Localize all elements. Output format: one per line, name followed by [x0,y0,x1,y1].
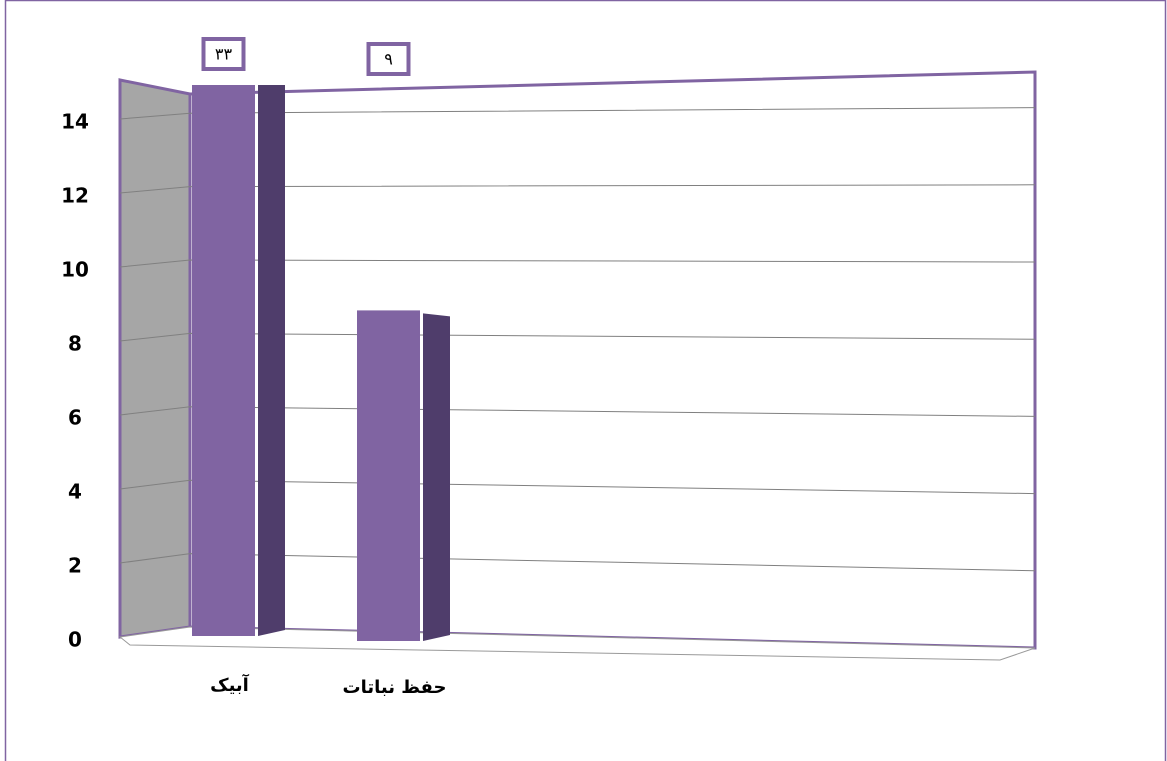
grid-line [119,406,1036,417]
x-tick-label: حفظ نباتات [343,677,447,698]
bar [192,85,255,636]
y-tick-label: 8 [68,332,82,356]
floor [118,626,1036,661]
y-tick-label: 0 [68,628,82,652]
side-wall [118,78,192,639]
grid-line [119,107,1036,120]
y-tick-label: 2 [68,554,82,578]
y-tick-label: 4 [68,480,82,504]
value-label-box [366,42,411,76]
value-label: ۳۳ [215,45,233,64]
bar [357,310,420,641]
value-label: ۹ [384,50,393,69]
y-tick-label: 10 [61,258,89,282]
bar-side [423,313,450,641]
grid-line [119,332,1036,342]
y-tick-label: 12 [61,184,89,208]
x-tick-label: آبیک [210,673,250,696]
grid-line [119,259,1036,268]
grid-line [119,479,1036,495]
y-tick-label: 14 [61,110,89,134]
grid-line [119,184,1036,194]
bar-side [258,85,285,636]
frame [4,0,1167,761]
y-tick-label: 6 [68,406,82,430]
grid-line [119,553,1036,572]
value-label-box [201,37,246,71]
back-wall [188,70,1037,650]
